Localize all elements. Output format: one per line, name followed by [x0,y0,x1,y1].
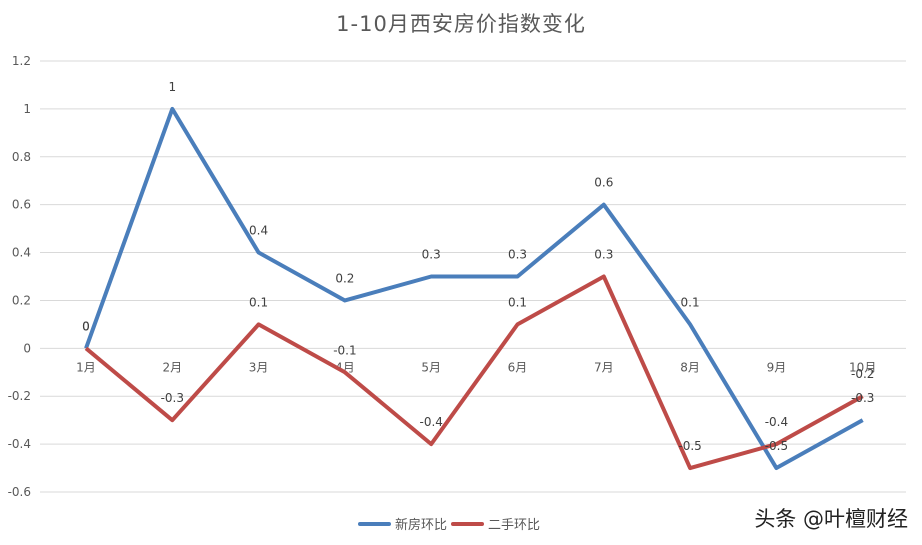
y-tick-label: 1.2 [12,54,31,68]
y-tick-label: 0.6 [12,198,31,212]
data-label: -0.4 [419,415,442,429]
data-label: 0 [82,319,90,333]
x-tick-label: 5月 [421,360,441,374]
legend-label: 二手环比 [488,518,541,533]
x-tick-label: 3月 [249,360,269,374]
data-label: -0.2 [851,367,874,381]
data-label: -0.4 [765,415,788,429]
y-tick-label: 0.8 [12,150,31,164]
data-label: -0.5 [678,439,701,453]
y-tick-label: 0.2 [12,293,31,307]
data-label: 0.4 [249,224,268,238]
data-label: 0.3 [422,248,441,262]
data-label: 0.1 [508,295,527,309]
x-tick-label: 9月 [767,360,787,374]
data-label: -0.5 [765,439,788,453]
data-label: 0.3 [594,248,613,262]
y-tick-label: 0.4 [12,246,31,260]
gridlines [40,60,906,493]
legend-item-new-house[interactable]: 新房环比 [358,514,447,533]
x-tick-label: 10月 [849,360,876,374]
legend-swatch-blue [358,521,391,526]
data-label: 0 [82,319,90,333]
data-label: -0.3 [851,391,874,405]
second-hand-line[interactable] [84,274,864,471]
new-house-line[interactable] [84,106,864,471]
data-label: 0.6 [594,176,613,190]
legend: 新房环比 二手环比 [358,514,544,533]
y-tick-label: -0.6 [8,485,31,499]
x-tick-label: 6月 [508,360,528,374]
data-label: 0.3 [508,248,527,262]
data-label: -0.1 [333,343,356,357]
y-tick-label: -0.2 [8,389,31,403]
y-axis-ticks: 1.2 1 0.8 0.6 0.4 0.2 0 -0.2 -0.4 -0.6 [8,54,31,499]
x-tick-label: 8月 [680,360,700,374]
data-labels: 010.40.20.3 0.30.60.1-0.5-0.30-0.30.1-0.1… [82,80,874,453]
data-label: 1 [168,80,176,94]
watermark: 头条 @叶檀财经 [754,507,908,531]
legend-swatch-red [451,521,485,526]
x-axis-ticks: 1月 2月 3月 4月 5月 6月 7月 8月 9月 10月 [76,360,876,374]
x-tick-label: 1月 [76,360,96,374]
x-tick-label: 7月 [594,360,614,374]
legend-item-second-hand[interactable]: 二手环比 [451,514,540,533]
x-tick-label: 2月 [162,360,182,374]
data-label: 0.1 [681,295,700,309]
data-label: 0.1 [249,295,268,309]
legend-label: 新房环比 [395,518,448,533]
chart-title: 1-10月西安房价指数变化 [336,12,586,36]
data-lines [84,106,864,471]
y-tick-label: 0 [23,341,31,355]
data-label: -0.3 [161,391,184,405]
y-tick-label: -0.4 [8,437,31,451]
data-label: 0.2 [335,271,354,285]
y-tick-label: 1 [23,102,31,116]
